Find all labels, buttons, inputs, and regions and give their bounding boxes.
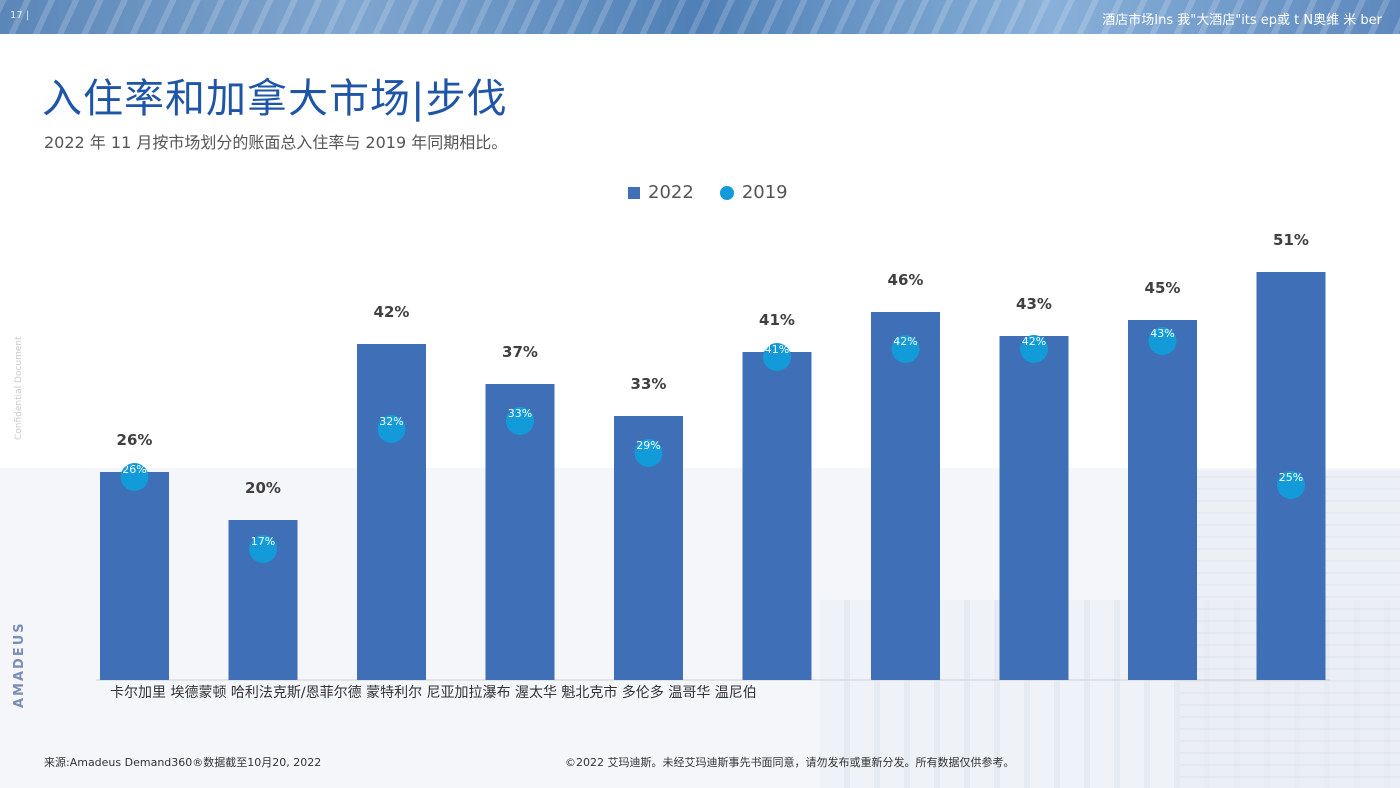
point-value-label: 42%	[893, 335, 917, 348]
source-note: 来源:Amadeus Demand360®数据截至10月20, 2022	[44, 756, 322, 769]
page-title: 入住率和加拿大市场|步伐	[42, 76, 508, 122]
point-2019	[377, 415, 406, 443]
point-value-label: 26%	[122, 463, 146, 476]
point-value-label: 33%	[508, 407, 532, 420]
bar-value-label: 20%	[245, 479, 281, 497]
legend-dot-icon	[719, 185, 734, 200]
bar-value-label: 45%	[1145, 279, 1181, 297]
page-subtitle: 2022 年 11 月按市场划分的账面总入住率与 2019 年同期相比。	[44, 133, 508, 152]
bar-value-label: 41%	[759, 311, 795, 329]
point-value-label: 25%	[1279, 471, 1303, 484]
legend-label-2019: 2019	[741, 182, 788, 203]
copyright-note: ©2022 艾玛迪斯。未经艾玛迪斯事先书面同意，请勿发布或重新分发。所有数据仅供…	[565, 756, 1015, 769]
bar-value-label: 26%	[117, 431, 153, 449]
header-title: 酒店市场Ins 我"大酒店"its ep或 t N奥维 米 ber	[1102, 13, 1382, 28]
point-value-label: 29%	[636, 439, 660, 452]
bar-value-label: 33%	[631, 375, 667, 393]
header-banner: 17 | 酒店市场Ins 我"大酒店"its ep或 t N奥维 米 ber	[0, 0, 1400, 34]
point-2019	[120, 463, 149, 491]
point-value-label: 41%	[765, 343, 789, 356]
point-value-label: 32%	[379, 415, 403, 428]
bar-2022	[999, 336, 1069, 680]
bar-2022	[742, 352, 812, 680]
bar-value-label: 42%	[374, 303, 410, 321]
page-number: 17 |	[10, 10, 30, 21]
point-2019	[1277, 471, 1305, 499]
x-axis-labels: 卡尔加里 埃德蒙顿 哈利法克斯/恩菲尔德 蒙特利尔 尼亚加拉瀑布 渥太华 魁北克…	[110, 685, 757, 701]
legend-label-2022: 2022	[648, 182, 694, 203]
bar-value-label: 46%	[888, 271, 924, 289]
bar-value-label: 51%	[1273, 231, 1309, 249]
bar-value-label: 43%	[1016, 295, 1052, 313]
point-2019	[891, 335, 920, 363]
point-2019	[506, 407, 534, 435]
chart-legend: 2022 2019	[628, 182, 788, 203]
bar-2022	[100, 472, 169, 680]
bar-2022	[871, 312, 940, 680]
point-value-label: 17%	[251, 535, 275, 548]
point-2019	[763, 343, 791, 371]
point-2019	[1148, 327, 1177, 355]
bar-2022	[1128, 320, 1197, 680]
point-2019	[249, 535, 277, 563]
point-value-label: 42%	[1022, 335, 1046, 348]
point-2019	[1020, 335, 1048, 363]
bar-value-label: 37%	[502, 343, 538, 361]
point-value-label: 43%	[1150, 327, 1174, 340]
point-2019	[634, 439, 663, 467]
bar-2022	[357, 344, 426, 680]
banner-pattern	[0, 0, 1400, 34]
legend-square-icon	[628, 186, 640, 199]
